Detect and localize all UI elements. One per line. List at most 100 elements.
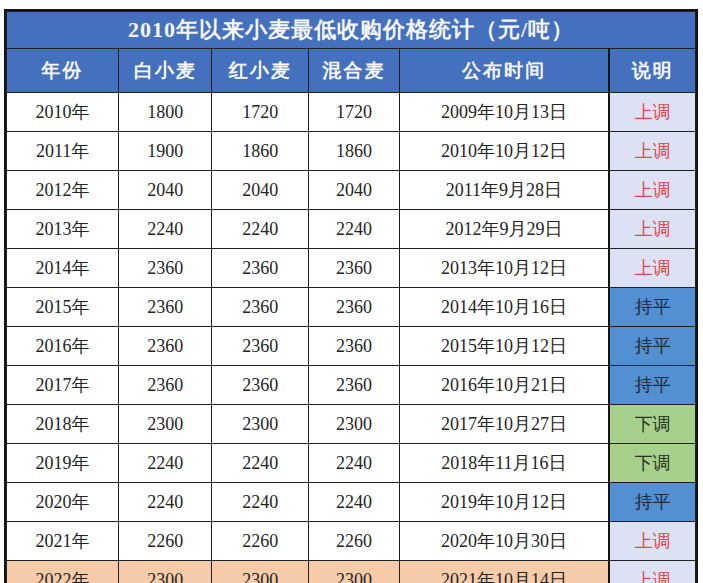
publish-date-cell: 2020年10月30日 [399,522,609,561]
year-cell: 2014年 [7,249,119,288]
table-row: 2013年2240224022402012年9月29日上调 [7,210,696,249]
publish-date-cell: 2011年9月28日 [399,171,609,210]
mixed-wheat-cell: 2360 [309,366,399,405]
table-row: 2014年2360236023602013年10月12日上调 [7,249,696,288]
remark-cell: 持平 [609,483,695,522]
column-header-remark: 说明 [609,49,695,93]
publish-date-cell: 2015年10月12日 [399,327,609,366]
year-cell: 2021年 [7,522,119,561]
remark-cell: 上调 [609,249,695,288]
header-row: 年份 白小麦 红小麦 混合麦 公布时间 说明 [7,49,696,93]
publish-date-cell: 2017年10月27日 [399,405,609,444]
red-wheat-cell: 2300 [212,405,309,444]
publish-date-cell: 2016年10月21日 [399,366,609,405]
table-title: 2010年以来小麦最低收购价格统计（元/吨） [7,12,696,49]
column-header-mixed-wheat: 混合麦 [309,49,399,93]
year-cell: 2010年 [7,93,119,132]
mixed-wheat-cell: 1720 [309,93,399,132]
red-wheat-cell: 2360 [212,288,309,327]
mixed-wheat-cell: 2240 [309,444,399,483]
remark-cell: 持平 [609,327,695,366]
wheat-price-table: 2010年以来小麦最低收购价格统计（元/吨） 年份 白小麦 红小麦 混合麦 公布… [4,9,698,583]
table-row: 2015年2360236023602014年10月16日持平 [7,288,696,327]
column-header-year: 年份 [7,49,119,93]
year-cell: 2019年 [7,444,119,483]
red-wheat-cell: 2240 [212,444,309,483]
white-wheat-cell: 2240 [119,483,212,522]
white-wheat-cell: 1900 [119,132,212,171]
publish-date-cell: 2013年10月12日 [399,249,609,288]
mixed-wheat-cell: 2240 [309,483,399,522]
mixed-wheat-cell: 2360 [309,249,399,288]
red-wheat-cell: 1860 [212,132,309,171]
mixed-wheat-cell: 2240 [309,210,399,249]
white-wheat-cell: 2360 [119,366,212,405]
red-wheat-cell: 2240 [212,483,309,522]
white-wheat-cell: 2360 [119,288,212,327]
title-row: 2010年以来小麦最低收购价格统计（元/吨） [7,12,696,49]
year-cell: 2012年 [7,171,119,210]
table-row: 2019年2240224022402018年11月16日下调 [7,444,696,483]
remark-cell: 上调 [609,522,695,561]
mixed-wheat-cell: 1860 [309,132,399,171]
table-body: 2010年1800172017202009年10月13日上调2011年19001… [7,93,696,583]
table-row: 2017年2360236023602016年10月21日持平 [7,366,696,405]
remark-cell: 上调 [609,171,695,210]
column-header-publish-date: 公布时间 [399,49,609,93]
remark-cell: 持平 [609,288,695,327]
publish-date-cell: 2010年10月12日 [399,132,609,171]
red-wheat-cell: 2040 [212,171,309,210]
column-header-red-wheat: 红小麦 [212,49,309,93]
table-row: 2010年1800172017202009年10月13日上调 [7,93,696,132]
remark-cell: 上调 [609,210,695,249]
table-row: 2011年1900186018602010年10月12日上调 [7,132,696,171]
mixed-wheat-cell: 2360 [309,327,399,366]
year-cell: 2020年 [7,483,119,522]
white-wheat-cell: 2240 [119,444,212,483]
table-row: 2022年2300230023002021年10月14日上调 [7,561,696,583]
publish-date-cell: 2014年10月16日 [399,288,609,327]
white-wheat-cell: 2360 [119,327,212,366]
red-wheat-cell: 1720 [212,93,309,132]
year-cell: 2011年 [7,132,119,171]
remark-cell: 下调 [609,444,695,483]
year-cell: 2013年 [7,210,119,249]
year-cell: 2018年 [7,405,119,444]
table-row: 2016年2360236023602015年10月12日持平 [7,327,696,366]
year-cell: 2022年 [7,561,119,583]
table-row: 2012年2040204020402011年9月28日上调 [7,171,696,210]
table-row: 2018年2300230023002017年10月27日下调 [7,405,696,444]
year-cell: 2016年 [7,327,119,366]
red-wheat-cell: 2240 [212,210,309,249]
white-wheat-cell: 2260 [119,522,212,561]
year-cell: 2015年 [7,288,119,327]
red-wheat-cell: 2360 [212,249,309,288]
red-wheat-cell: 2360 [212,327,309,366]
column-header-white-wheat: 白小麦 [119,49,212,93]
publish-date-cell: 2021年10月14日 [399,561,609,583]
mixed-wheat-cell: 2040 [309,171,399,210]
remark-cell: 上调 [609,93,695,132]
red-wheat-cell: 2360 [212,366,309,405]
white-wheat-cell: 2360 [119,249,212,288]
publish-date-cell: 2012年9月29日 [399,210,609,249]
white-wheat-cell: 2300 [119,561,212,583]
white-wheat-cell: 2040 [119,171,212,210]
mixed-wheat-cell: 2300 [309,405,399,444]
mixed-wheat-cell: 2360 [309,288,399,327]
red-wheat-cell: 2300 [212,561,309,583]
publish-date-cell: 2018年11月16日 [399,444,609,483]
publish-date-cell: 2009年10月13日 [399,93,609,132]
remark-cell: 持平 [609,366,695,405]
remark-cell: 上调 [609,561,695,583]
year-cell: 2017年 [7,366,119,405]
table-row: 2020年2240224022402019年10月12日持平 [7,483,696,522]
table-row: 2021年2260226022602020年10月30日上调 [7,522,696,561]
remark-cell: 下调 [609,405,695,444]
publish-date-cell: 2019年10月12日 [399,483,609,522]
mixed-wheat-cell: 2260 [309,522,399,561]
price-table: 2010年以来小麦最低收购价格统计（元/吨） 年份 白小麦 红小麦 混合麦 公布… [6,11,696,583]
red-wheat-cell: 2260 [212,522,309,561]
white-wheat-cell: 2240 [119,210,212,249]
white-wheat-cell: 2300 [119,405,212,444]
